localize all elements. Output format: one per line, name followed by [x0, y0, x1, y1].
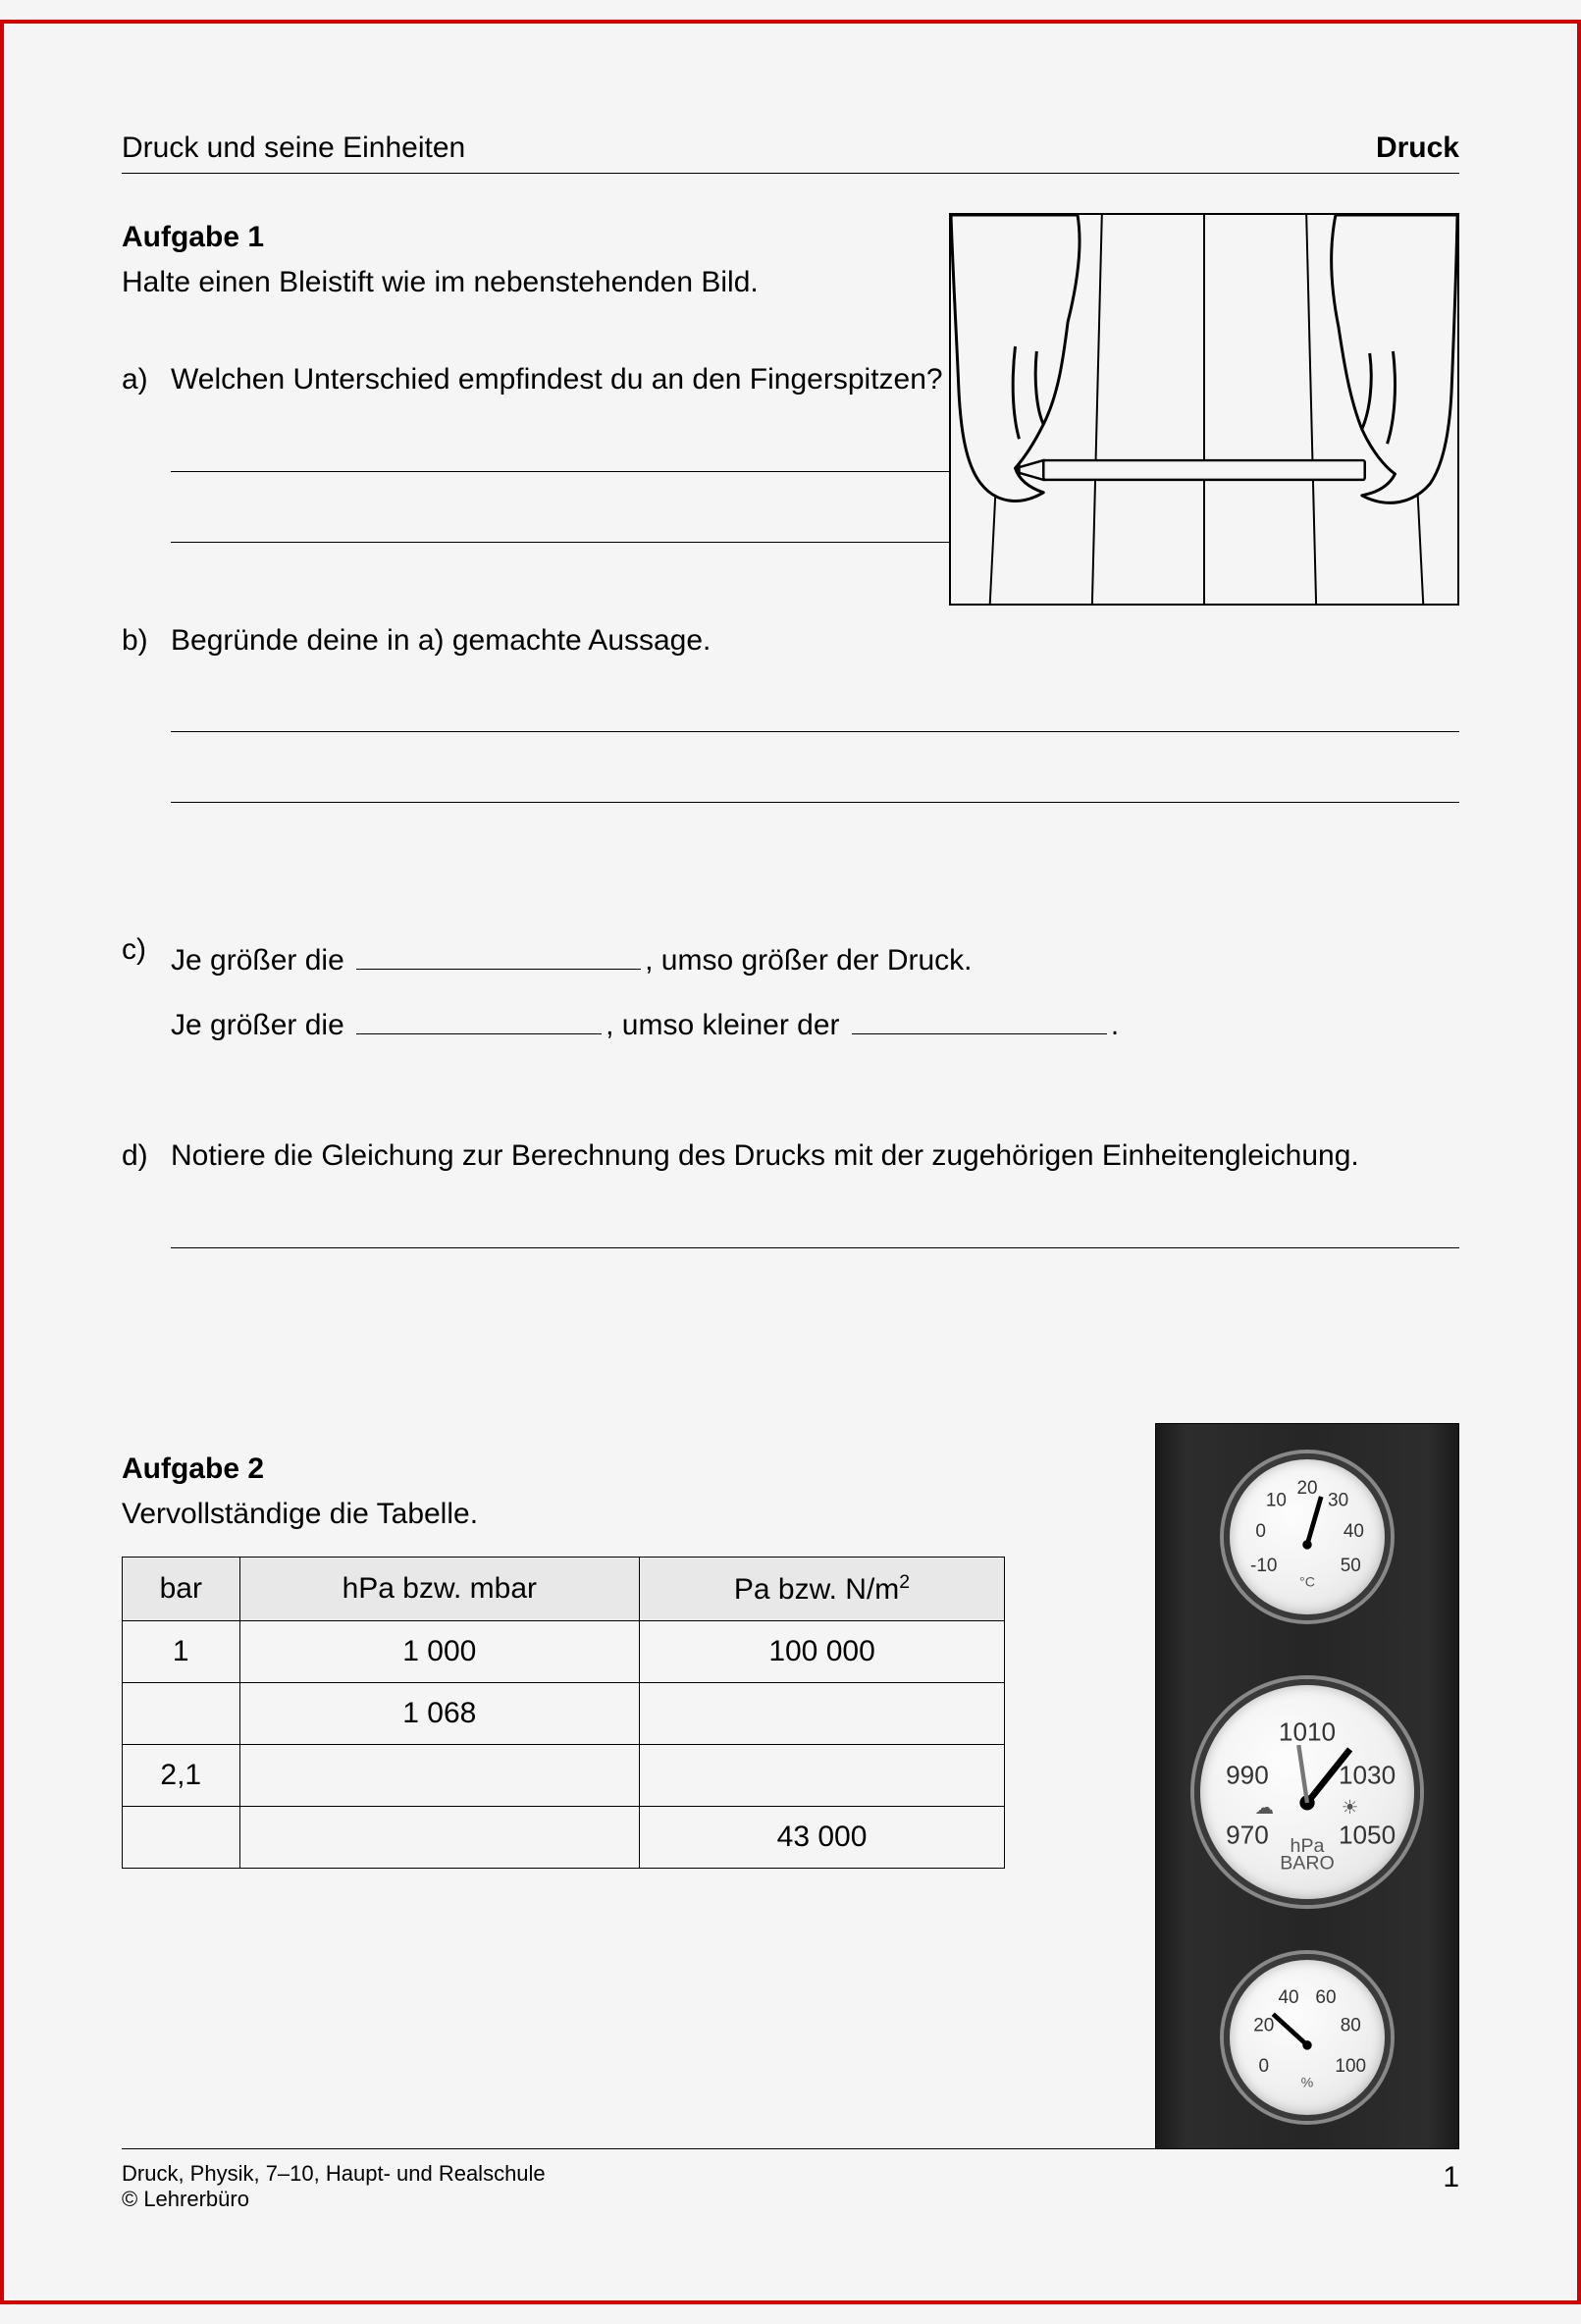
cell[interactable]: 1: [123, 1620, 240, 1682]
barometer-figure: -10 0 10 20 30 40 50 °C 970 990 10101030: [1155, 1423, 1459, 2149]
task1-d: d) Notiere die Gleichung zur Berechnung …: [122, 1135, 1459, 1248]
svg-text:40: 40: [1278, 1987, 1298, 2008]
page-footer: Druck, Physik, 7–10, Haupt- und Realschu…: [122, 2148, 1459, 2212]
cell[interactable]: [640, 1682, 1005, 1744]
svg-text:10: 10: [1266, 1490, 1287, 1510]
sub-label: b): [122, 619, 171, 804]
svg-text:1010: 1010: [1279, 1717, 1336, 1746]
worksheet-page: Druck und seine Einheiten Druck: [0, 20, 1581, 2304]
answer-line[interactable]: [171, 762, 1459, 803]
pencil-hands-figure: [949, 213, 1459, 606]
cell[interactable]: [640, 1744, 1005, 1806]
cell[interactable]: 1 000: [239, 1620, 640, 1682]
svg-text:%: %: [1301, 2075, 1314, 2090]
svg-text:0: 0: [1255, 1521, 1266, 1542]
svg-text:100: 100: [1335, 2055, 1366, 2076]
svg-text:°C: °C: [1299, 1574, 1315, 1590]
sub-text: Begründe deine in a) gemachte Aussage.: [171, 624, 711, 657]
col-hpa: hPa bzw. mbar: [239, 1557, 640, 1620]
c-line2-post: .: [1111, 1009, 1119, 1041]
cell[interactable]: 100 000: [640, 1620, 1005, 1682]
svg-text:BARO: BARO: [1280, 1852, 1335, 1874]
svg-text:970: 970: [1226, 1820, 1269, 1849]
col-bar: bar: [123, 1557, 240, 1620]
task1-intro: Halte einen Bleistift wie im nebenstehen…: [122, 266, 907, 299]
svg-text:☀: ☀: [1342, 1796, 1359, 1818]
answer-line[interactable]: [171, 691, 1459, 732]
task-2: -10 0 10 20 30 40 50 °C 970 990 10101030: [122, 1452, 1459, 1869]
svg-text:1030: 1030: [1339, 1760, 1396, 1789]
svg-text:1050: 1050: [1339, 1820, 1396, 1849]
answer-line[interactable]: [171, 431, 956, 472]
c-line1-pre: Je größer die: [171, 944, 352, 977]
svg-text:-10: -10: [1250, 1555, 1277, 1575]
cell[interactable]: [239, 1806, 640, 1868]
answer-line[interactable]: [171, 502, 956, 543]
c-line2-mid: , umso kleiner der: [606, 1009, 848, 1041]
task1-c: c) Je größer die , umso größer der Druck…: [122, 928, 1459, 1058]
svg-text:80: 80: [1341, 2015, 1361, 2035]
sub-text: Notiere die Gleichung zur Berechnung des…: [171, 1139, 1359, 1172]
task-1: Aufgabe 1 Halte einen Bleistift wie im n…: [122, 221, 1459, 1248]
header-right: Druck: [1376, 132, 1459, 165]
answer-line[interactable]: [171, 1207, 1459, 1248]
footer-line1: Druck, Physik, 7–10, Haupt- und Realschu…: [122, 2161, 546, 2187]
svg-text:990: 990: [1226, 1760, 1269, 1789]
c-line2-pre: Je größer die: [171, 1009, 352, 1041]
cell[interactable]: 1 068: [239, 1682, 640, 1744]
table-row: 2,1: [123, 1744, 1005, 1806]
hygrometer-gauge: 0 20 40 60 80 100 %: [1224, 1954, 1391, 2121]
svg-text:40: 40: [1344, 1521, 1364, 1542]
page-number: 1: [1443, 2161, 1459, 2194]
col-pa: Pa bzw. N/m2: [640, 1557, 1005, 1620]
table-header-row: bar hPa bzw. mbar Pa bzw. N/m2: [123, 1557, 1005, 1620]
svg-text:50: 50: [1341, 1555, 1361, 1575]
table-row: 43 000: [123, 1806, 1005, 1868]
svg-text:20: 20: [1253, 2015, 1274, 2035]
cell[interactable]: [123, 1682, 240, 1744]
sub-label: a): [122, 358, 171, 543]
cell[interactable]: [123, 1806, 240, 1868]
table-row: 1 1 000 100 000: [123, 1620, 1005, 1682]
cell[interactable]: 2,1: [123, 1744, 240, 1806]
table-row: 1 068: [123, 1682, 1005, 1744]
c-line1-post: , umso größer der Druck.: [645, 944, 972, 977]
svg-text:☁: ☁: [1255, 1796, 1275, 1818]
fill-blank[interactable]: [852, 1002, 1107, 1034]
svg-text:60: 60: [1315, 1987, 1336, 2008]
svg-text:20: 20: [1296, 1477, 1317, 1498]
footer-line2: © Lehrerbüro: [122, 2187, 546, 2212]
header-left: Druck und seine Einheiten: [122, 132, 465, 165]
fill-blank[interactable]: [356, 1002, 602, 1034]
cell[interactable]: [239, 1744, 640, 1806]
svg-text:30: 30: [1328, 1490, 1348, 1510]
sub-label: c): [122, 928, 171, 1058]
page-header: Druck und seine Einheiten Druck: [122, 132, 1459, 174]
cell[interactable]: 43 000: [640, 1806, 1005, 1868]
sub-label: d): [122, 1135, 171, 1248]
sub-text: Welchen Unterschied empfindest du an den…: [171, 363, 943, 396]
fill-blank[interactable]: [356, 937, 641, 970]
task1-b: b) Begründe deine in a) gemachte Aussage…: [122, 619, 1459, 804]
thermometer-gauge: -10 0 10 20 30 40 50 °C: [1224, 1453, 1391, 1620]
units-table: bar hPa bzw. mbar Pa bzw. N/m2 1 1 000 1…: [122, 1557, 1005, 1869]
footer-credits: Druck, Physik, 7–10, Haupt- und Realschu…: [122, 2161, 546, 2212]
barometer-gauge: 970990 10101030 1050 hPa BARO ☁ ☀: [1194, 1679, 1420, 1905]
svg-text:0: 0: [1258, 2055, 1269, 2076]
